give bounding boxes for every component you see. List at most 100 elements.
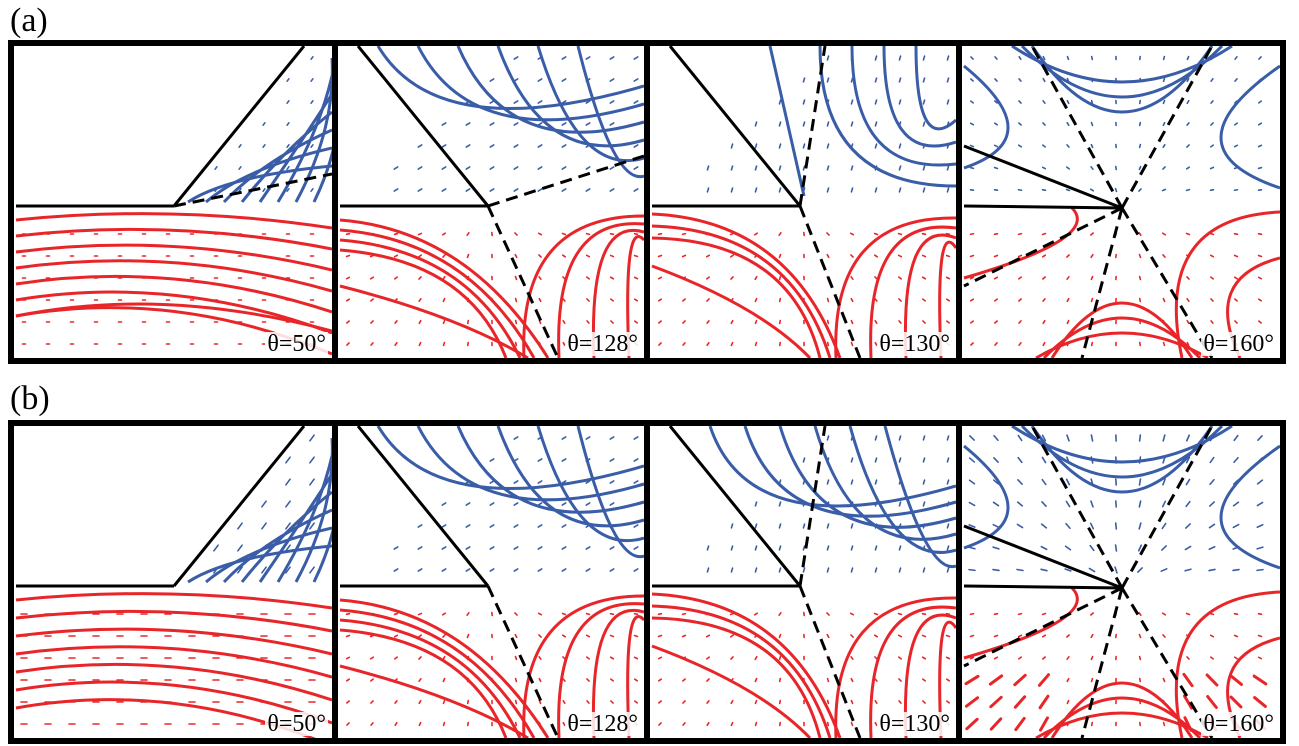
vector-arrow <box>609 122 615 126</box>
vector-arrow <box>345 276 351 280</box>
vector-arrow <box>657 254 663 258</box>
angle-label: θ=50° <box>265 331 328 357</box>
vector-arrow <box>238 188 242 192</box>
upper-streamline <box>187 164 332 204</box>
upper-streamline <box>768 46 806 197</box>
lower-streamline <box>15 212 332 230</box>
vector-arrow <box>921 254 927 258</box>
vector-arrow <box>706 341 710 347</box>
vector-arrow <box>1257 166 1263 170</box>
vector-arrow <box>657 678 663 682</box>
vector-arrow <box>968 546 976 550</box>
lower-streamline <box>1042 696 1202 738</box>
lower-streamline <box>651 644 812 738</box>
vector-arrow <box>1162 297 1166 303</box>
vector-arrow <box>850 319 854 325</box>
vector-arrow <box>969 656 975 660</box>
vector-arrow <box>537 480 543 484</box>
upper-streamline <box>294 438 332 583</box>
vector-arrow <box>286 122 290 126</box>
vector-arrow <box>514 721 518 727</box>
vector-arrow <box>261 500 267 508</box>
vector-arrow <box>1138 231 1142 237</box>
vector-arrow <box>754 165 758 171</box>
vector-arrow <box>1234 78 1238 82</box>
vector-arrow <box>609 612 615 616</box>
vector-arrow <box>1042 144 1046 148</box>
upper-streamline <box>536 426 644 543</box>
wall-line <box>963 584 1123 590</box>
vector-arrow <box>310 188 314 192</box>
vector-arrow <box>442 655 446 661</box>
vector-arrow <box>730 143 734 149</box>
vector-arrow <box>658 342 662 346</box>
vector-arrow <box>1042 99 1046 105</box>
vector-arrow <box>945 634 951 638</box>
vector-arrow <box>1185 523 1191 529</box>
vector-arrow <box>921 634 927 638</box>
vector-arrow <box>417 188 423 192</box>
vector-arrow <box>754 143 758 149</box>
vector-arrow <box>1065 166 1071 170</box>
vector-arrow <box>682 678 686 682</box>
vector-arrow <box>826 341 830 347</box>
vector-arrow <box>1210 656 1214 660</box>
vector-arrow <box>1064 545 1072 551</box>
vector-arrow <box>1209 634 1215 638</box>
vector-arrow <box>1042 276 1046 280</box>
vector-arrow <box>1017 276 1023 280</box>
vector-arrow <box>1162 121 1166 127</box>
vector-arrow <box>585 122 591 126</box>
vector-arrow <box>850 545 854 551</box>
vector-arrow <box>1042 122 1046 126</box>
upper-streamline <box>496 426 644 528</box>
vector-arrow <box>309 478 315 486</box>
vector-arrow <box>561 502 567 506</box>
row-label-b: (b) <box>10 380 50 417</box>
vector-arrow <box>897 232 903 236</box>
upper-streamline <box>1011 46 1233 84</box>
vector-arrow <box>538 254 542 258</box>
vector-arrow <box>1138 143 1142 149</box>
vector-arrow <box>874 479 878 485</box>
vector-arrow <box>922 165 926 171</box>
lower-streamline <box>938 240 956 358</box>
lower-streamline <box>963 586 1079 660</box>
vector-arrow <box>706 320 710 324</box>
vector-arrow <box>946 99 950 105</box>
vector-arrow <box>1209 232 1215 236</box>
vector-arrow <box>514 677 518 683</box>
vector-arrow <box>1017 612 1023 616</box>
vector-arrow <box>609 232 615 236</box>
vector-arrow <box>874 319 878 325</box>
vector-arrow <box>633 254 639 258</box>
vector-arrow <box>1162 55 1166 61</box>
vector-arrow <box>873 612 879 616</box>
vector-arrow <box>946 479 950 485</box>
vector-arrow <box>417 524 423 528</box>
vector-arrow <box>1088 567 1096 573</box>
vector-arrow <box>946 320 950 324</box>
vector-arrow <box>1040 523 1048 529</box>
vector-arrow <box>778 523 782 529</box>
vector-arrow <box>1041 456 1047 464</box>
vector-arrow <box>850 99 854 105</box>
vector-arrow <box>1090 143 1094 149</box>
vector-arrow <box>345 254 351 258</box>
vector-arrow <box>1186 77 1190 83</box>
vector-arrow <box>538 699 542 705</box>
upper-streamline <box>1219 64 1280 190</box>
vector-arrow <box>1013 673 1027 687</box>
vector-arrow <box>418 276 422 280</box>
vector-arrow <box>778 501 782 507</box>
vector-arrow <box>346 722 350 726</box>
vector-arrow <box>394 721 398 727</box>
vector-arrow <box>370 700 374 704</box>
upper-streamline <box>312 46 332 203</box>
vector-arrow <box>585 276 591 280</box>
lower-streamline <box>1042 316 1202 358</box>
vector-arrow <box>442 634 446 638</box>
vector-arrow <box>561 634 567 638</box>
vector-arrow <box>898 165 902 171</box>
vector-arrow <box>418 699 422 705</box>
